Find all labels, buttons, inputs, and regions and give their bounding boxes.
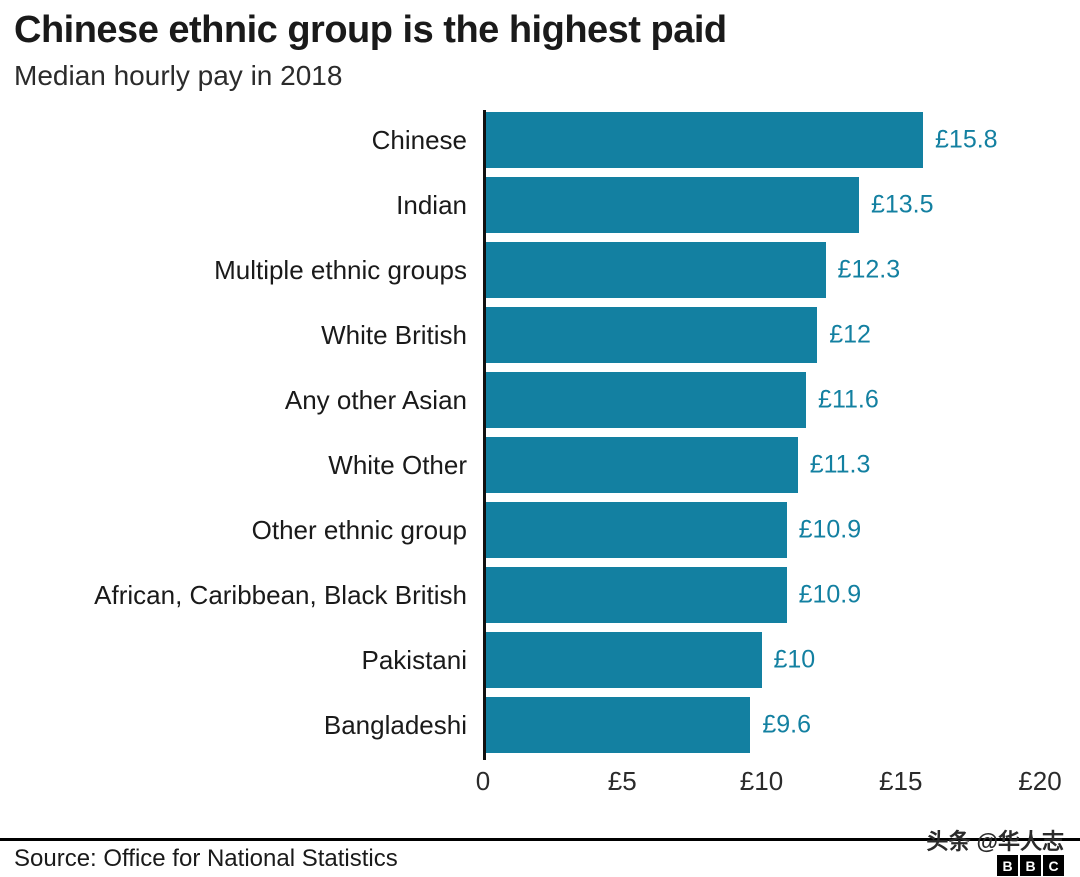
bar-track: £13.5 [483, 177, 1040, 234]
bar-value-label: £12 [829, 320, 871, 349]
x-axis-ticks: 0 £5 £10 £15 £20 [476, 758, 1062, 802]
bar [483, 307, 818, 364]
bbc-logo-letter: B [1020, 855, 1041, 876]
category-label: Chinese [371, 124, 467, 155]
bar-track: £11.3 [483, 437, 1040, 494]
bar-row: White Other £11.3 [14, 433, 1040, 498]
chart-subtitle: Median hourly pay in 2018 [14, 59, 343, 91]
bar [483, 437, 798, 494]
category-label: Any other Asian [284, 384, 467, 415]
bar-row: Chinese £15.8 [14, 108, 1040, 173]
bar-value-label: £10.9 [798, 580, 862, 609]
category-label: Indian [396, 189, 467, 220]
bar [483, 177, 859, 234]
bar-value-label: £15.8 [935, 125, 998, 154]
chart-footer: Source: Office for National Statistics 头… [0, 831, 1080, 877]
bar-row: African, Caribbean, Black British £10.9 [14, 563, 1040, 628]
chart-header: Chinese ethnic group is the highest paid… [0, 0, 1080, 92]
bar-value-label: £10.9 [798, 515, 862, 544]
bar [483, 112, 924, 169]
bar-row: White British £12 [14, 303, 1040, 368]
bar-value-label: £11.3 [809, 450, 871, 479]
bar-row: Any other Asian £11.6 [14, 368, 1040, 433]
source-text: Source: Office for National Statistics [14, 845, 398, 872]
x-tick-label: 0 [475, 765, 491, 796]
bar-chart: Chinese £15.8 Indian £13.5 Multiple ethnic g… [14, 108, 1062, 802]
bar-track: £10.9 [483, 502, 1040, 559]
bar-track: £10 [483, 632, 1040, 689]
bar-rows: Chinese £15.8 Indian £13.5 Multiple ethnic g… [14, 108, 1040, 758]
bar-track: £12.3 [483, 242, 1040, 299]
bar-track: £11.6 [483, 372, 1040, 429]
x-tick-label: £5 [607, 765, 637, 796]
bar-value-label: £13.5 [870, 190, 934, 219]
watermark-text: 头条 @华人志 [926, 829, 1064, 854]
bar [483, 632, 762, 689]
x-tick-label: £20 [1018, 765, 1062, 796]
chart-title: Chinese ethnic group is the highest paid [14, 9, 727, 51]
bbc-logo-letter: C [1043, 855, 1064, 876]
bar-row: Other ethnic group £10.9 [14, 498, 1040, 563]
bar-value-label: £9.6 [762, 710, 812, 739]
bar-row: Indian £13.5 [14, 173, 1040, 238]
bar [483, 242, 826, 299]
bar [483, 567, 787, 624]
y-axis-line [483, 109, 486, 760]
category-label: Bangladeshi [323, 709, 467, 740]
category-label: African, Caribbean, Black British [94, 579, 467, 610]
bar [483, 502, 787, 559]
bar-value-label: £10 [773, 645, 816, 674]
bar [483, 372, 807, 429]
x-tick-label: £10 [739, 765, 784, 796]
category-label: White British [321, 319, 467, 350]
bar-row: Multiple ethnic groups £12.3 [14, 238, 1040, 303]
bar-row: Pakistani £10 [14, 628, 1040, 693]
bar [483, 697, 751, 754]
x-tick-label: £15 [879, 765, 923, 796]
bar-track: £10.9 [483, 567, 1040, 624]
category-label: Multiple ethnic groups [214, 254, 467, 285]
category-label: White Other [328, 449, 467, 480]
bar-track: £15.8 [483, 112, 1040, 169]
bar-track: £9.6 [483, 697, 1040, 754]
category-label: Pakistani [361, 644, 468, 675]
bar-track: £12 [483, 307, 1040, 364]
bar-row: Bangladeshi £9.6 [14, 693, 1040, 758]
bbc-logo-letter: B [997, 855, 1018, 876]
category-label: Other ethnic group [251, 514, 467, 545]
bar-value-label: £12.3 [837, 255, 901, 284]
bar-value-label: £11.6 [818, 385, 879, 414]
